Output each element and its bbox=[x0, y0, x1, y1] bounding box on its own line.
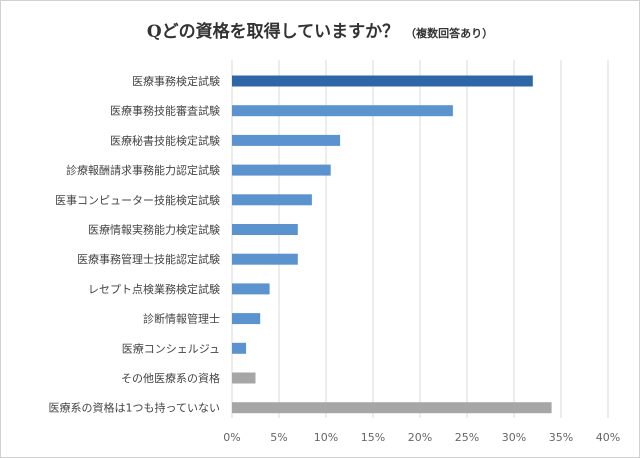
x-tick-label: 15% bbox=[361, 431, 385, 444]
x-tick-label: 30% bbox=[502, 431, 526, 444]
chart-title-main: Qどの資格を取得していますか？ bbox=[146, 22, 400, 42]
category-label: 診断情報管理士 bbox=[143, 312, 220, 326]
category-label: 医療コンシェルジュ bbox=[122, 341, 220, 355]
bars bbox=[232, 75, 552, 414]
bar bbox=[232, 372, 256, 384]
chart-title-sub: （複数回答あり） bbox=[405, 27, 494, 40]
bar bbox=[232, 342, 247, 354]
bar bbox=[232, 253, 298, 265]
category-label: 医療情報実務能力検定試験 bbox=[88, 223, 220, 237]
bar bbox=[232, 224, 298, 235]
x-tick-labels: 0% 5% 10% 15% 20% 25% 30% 35% 40% bbox=[223, 431, 620, 444]
category-label: 医療事務技能審査試験 bbox=[110, 104, 220, 118]
bar bbox=[232, 105, 453, 117]
bar bbox=[232, 134, 341, 146]
category-label: 医事コンピューター技能検定試験 bbox=[55, 193, 220, 207]
bar bbox=[232, 402, 552, 414]
category-label: 医療事務検定試験 bbox=[132, 74, 220, 88]
x-tick-label: 10% bbox=[314, 431, 338, 444]
x-tick-label: 35% bbox=[549, 431, 573, 444]
bar bbox=[232, 75, 533, 87]
bar bbox=[232, 194, 312, 206]
bar bbox=[232, 283, 270, 295]
grid-lines bbox=[231, 60, 609, 418]
bar bbox=[232, 164, 331, 176]
x-tick-label: 0% bbox=[223, 431, 240, 444]
x-tick-label: 25% bbox=[455, 431, 479, 444]
category-label: レセプト点検業務検定試験 bbox=[88, 282, 220, 296]
category-label: 医療秘書技能検定試験 bbox=[110, 133, 220, 147]
chart-title: Qどの資格を取得していますか？ （複数回答あり） bbox=[0, 17, 640, 42]
x-tick-label: 40% bbox=[596, 431, 620, 444]
category-label: 医療事務管理士技能認定試験 bbox=[77, 252, 220, 266]
x-tick-label: 20% bbox=[408, 431, 432, 444]
category-labels: 医療事務検定試験医療事務技能審査試験医療秘書技能検定試験診療報酬請求事務能力認定… bbox=[49, 74, 220, 415]
category-label: その他医療系の資格 bbox=[121, 371, 220, 385]
bar bbox=[232, 313, 261, 325]
x-tick-label: 5% bbox=[270, 431, 287, 444]
category-label: 医療系の資格は1つも持っていない bbox=[49, 401, 220, 415]
category-label: 診療報酬請求事務能力認定試験 bbox=[66, 163, 220, 177]
